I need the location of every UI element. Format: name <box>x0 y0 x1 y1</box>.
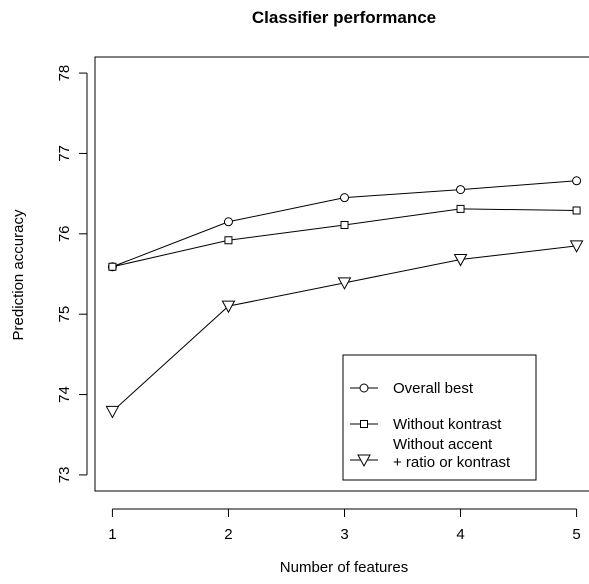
x-tick-label: 1 <box>108 526 116 543</box>
data-point <box>224 236 233 245</box>
legend-label: Without kontrast <box>393 416 502 433</box>
legend-label: Overall best <box>393 380 474 397</box>
legend-marker <box>357 454 371 468</box>
data-point <box>337 277 352 290</box>
data-point <box>456 204 465 213</box>
chart-title: Classifier performance <box>252 8 436 27</box>
legend-box <box>342 354 537 481</box>
legend-label: Without accent + ratio or kontrast <box>393 436 511 471</box>
plot-frame <box>94 56 589 492</box>
y-tick-label: 73 <box>56 467 73 484</box>
y-tick-label: 75 <box>56 306 73 323</box>
x-tick-label: 3 <box>340 526 348 543</box>
data-point <box>569 240 584 253</box>
data-point <box>105 405 120 419</box>
series <box>108 204 581 271</box>
data-point <box>453 254 468 267</box>
data-point <box>456 185 466 195</box>
series <box>105 240 584 419</box>
y-axis: 73 74 75 76 77 78 <box>56 65 88 484</box>
data-point <box>572 176 582 186</box>
data-point <box>223 217 233 227</box>
x-tick-label: 2 <box>224 526 232 543</box>
data-point <box>221 300 236 314</box>
y-tick-label: 77 <box>56 145 73 162</box>
data-point <box>340 193 349 203</box>
y-axis-title: Prediction accuracy <box>10 209 27 340</box>
legend: Overall best Without kontrast Without acce… <box>342 354 537 481</box>
data-point <box>572 206 581 215</box>
series-line <box>112 208 577 268</box>
x-tick-label: 4 <box>456 526 464 543</box>
series-layer <box>105 176 584 419</box>
data-point <box>108 262 117 271</box>
legend-marker <box>360 420 368 428</box>
y-tick-label: 78 <box>56 65 73 82</box>
legend-marker <box>359 383 369 393</box>
y-tick-label: 74 <box>56 386 73 403</box>
data-point <box>340 220 349 229</box>
x-axis-title: Number of features <box>280 559 408 576</box>
x-tick-label: 5 <box>572 526 580 543</box>
y-tick-label: 76 <box>56 225 73 242</box>
x-axis: 1 2 3 4 5 <box>108 508 581 543</box>
